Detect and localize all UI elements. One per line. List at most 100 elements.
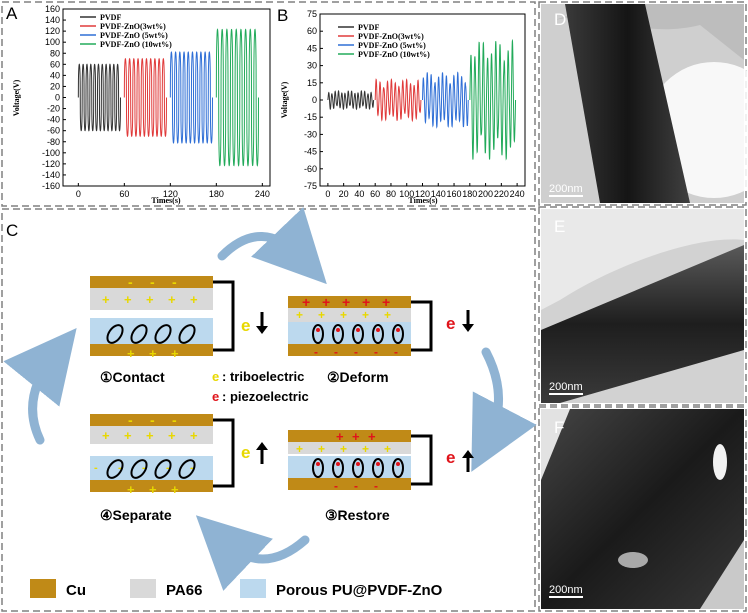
cu-top bbox=[90, 276, 213, 288]
svg-text:+: + bbox=[190, 428, 198, 443]
stage-deform: ②Deform bbox=[327, 369, 389, 385]
svg-text:+: + bbox=[318, 442, 325, 456]
svg-text:+: + bbox=[322, 294, 330, 310]
svg-text:+: + bbox=[102, 428, 110, 443]
svg-text:-: - bbox=[354, 345, 358, 359]
chart-a: 160140120100806040200-20-40-60-80-100-12… bbox=[12, 4, 271, 205]
y-tick-label: 60 bbox=[50, 59, 60, 69]
legend-entry: PVDF-ZnO(3wt%) bbox=[358, 32, 424, 41]
tribo-letter: e bbox=[212, 369, 219, 384]
material-key: Cu PA66 Porous PU@PVDF-ZnO bbox=[30, 579, 443, 599]
key-pa66-label: PA66 bbox=[166, 582, 202, 599]
x-tick-label: 20 bbox=[339, 189, 349, 199]
y-tick-label: -20 bbox=[47, 104, 60, 114]
key-cu-label: Cu bbox=[66, 582, 86, 599]
svg-text:+: + bbox=[362, 308, 369, 322]
svg-text:+: + bbox=[336, 429, 344, 444]
svg-text:+: + bbox=[102, 292, 110, 307]
border-e bbox=[538, 206, 747, 406]
panel-label-e: E bbox=[554, 217, 565, 236]
piezo-text: : piezoelectric bbox=[222, 389, 309, 404]
svg-text:-: - bbox=[374, 345, 378, 359]
y-tick-label: -120 bbox=[42, 159, 60, 169]
svg-text:+: + bbox=[352, 429, 360, 444]
svg-text:+: + bbox=[296, 442, 303, 456]
svg-text:+: + bbox=[124, 292, 132, 307]
y-tick-label: -140 bbox=[42, 170, 60, 180]
svg-text:-: - bbox=[150, 412, 155, 428]
svg-text:+: + bbox=[171, 346, 179, 361]
key-pu-label: Porous PU@PVDF-ZnO bbox=[276, 582, 443, 599]
svg-text:+: + bbox=[362, 442, 369, 456]
svg-text:+: + bbox=[146, 292, 154, 307]
cycle-arrows bbox=[3, 207, 537, 591]
x-tick-label: 200 bbox=[478, 189, 493, 199]
scale-e: 200nm bbox=[549, 381, 583, 393]
legend-entry: PVDF-ZnO (10wt%) bbox=[358, 50, 430, 59]
tem-d: D 200nm bbox=[541, 4, 748, 203]
y-tick-label: -160 bbox=[42, 181, 60, 191]
svg-text:-: - bbox=[190, 462, 194, 474]
panel-label-f: F bbox=[554, 418, 564, 437]
series-line bbox=[77, 63, 121, 132]
arrow-top bbox=[217, 207, 327, 285]
svg-text:-: - bbox=[334, 479, 338, 493]
svg-text:+: + bbox=[340, 308, 347, 322]
svg-text:+: + bbox=[384, 442, 391, 456]
svg-text:+: + bbox=[296, 308, 303, 322]
panel-label-b: B bbox=[277, 6, 288, 25]
series-line bbox=[374, 78, 422, 123]
arrow-bottom bbox=[195, 515, 310, 591]
x-tick-label: 0 bbox=[325, 189, 330, 199]
border-f bbox=[538, 406, 747, 612]
y-tick-label: 60 bbox=[307, 26, 317, 36]
legend-entry: PVDF-ZnO (10wt%) bbox=[100, 40, 172, 49]
x-tick-label: 220 bbox=[494, 189, 509, 199]
device-contact: - - - + + + + + + + + e bbox=[90, 274, 268, 361]
piezo-electron: e bbox=[446, 314, 455, 333]
x-tick-label: 100 bbox=[399, 189, 414, 199]
scale-f: 200nm bbox=[549, 584, 583, 596]
series-line bbox=[422, 71, 469, 129]
svg-text:-: - bbox=[118, 462, 122, 474]
chart-a-ylabel: Voltage(V) bbox=[12, 79, 21, 116]
legend-entry: PVDF-ZnO(3wt%) bbox=[100, 22, 166, 31]
panel-label-d: D bbox=[554, 10, 566, 29]
chart-b-y-ticks: 75 60 45 30 15 0 -15 -30 -45 -60 -75 bbox=[304, 9, 323, 191]
device-deform: + + + + + + + + + + -- -- - e bbox=[288, 294, 474, 359]
minus-signs: - - - bbox=[128, 274, 177, 290]
border-ab bbox=[1, 1, 536, 207]
y-tick-label: -60 bbox=[47, 126, 60, 136]
series-line bbox=[469, 38, 517, 161]
svg-text:-: - bbox=[314, 345, 318, 359]
svg-text:+: + bbox=[340, 442, 347, 456]
key-pu-swatch bbox=[240, 579, 266, 598]
svg-text:-: - bbox=[334, 345, 338, 359]
tribo-text: : triboelectric bbox=[222, 369, 304, 384]
wire bbox=[213, 280, 235, 352]
svg-text:-: - bbox=[94, 462, 98, 474]
stage-separate: ④Separate bbox=[100, 507, 172, 523]
x-tick-label: 120 bbox=[415, 189, 430, 199]
y-tick-label: -60 bbox=[304, 164, 317, 174]
series-line bbox=[215, 28, 259, 167]
y-tick-label: 160 bbox=[45, 4, 60, 14]
border-c bbox=[1, 208, 536, 612]
legend-entry: PVDF-ZnO (5wt%) bbox=[358, 41, 426, 50]
series-line bbox=[123, 57, 167, 138]
x-tick-label: 40 bbox=[354, 189, 364, 199]
arrow-right bbox=[471, 347, 537, 472]
y-tick-label: -100 bbox=[42, 148, 60, 158]
chart-a-xlabel: Times(s) bbox=[151, 196, 181, 205]
legend-notes: e : triboelectric e : piezoelectric bbox=[212, 369, 309, 404]
piezo-letter: e bbox=[212, 389, 219, 404]
y-tick-label: 40 bbox=[50, 70, 60, 80]
x-tick-label: 0 bbox=[76, 189, 81, 199]
svg-text:+: + bbox=[384, 308, 391, 322]
svg-text:e: e bbox=[446, 448, 455, 467]
y-tick-label: 0 bbox=[312, 95, 317, 105]
